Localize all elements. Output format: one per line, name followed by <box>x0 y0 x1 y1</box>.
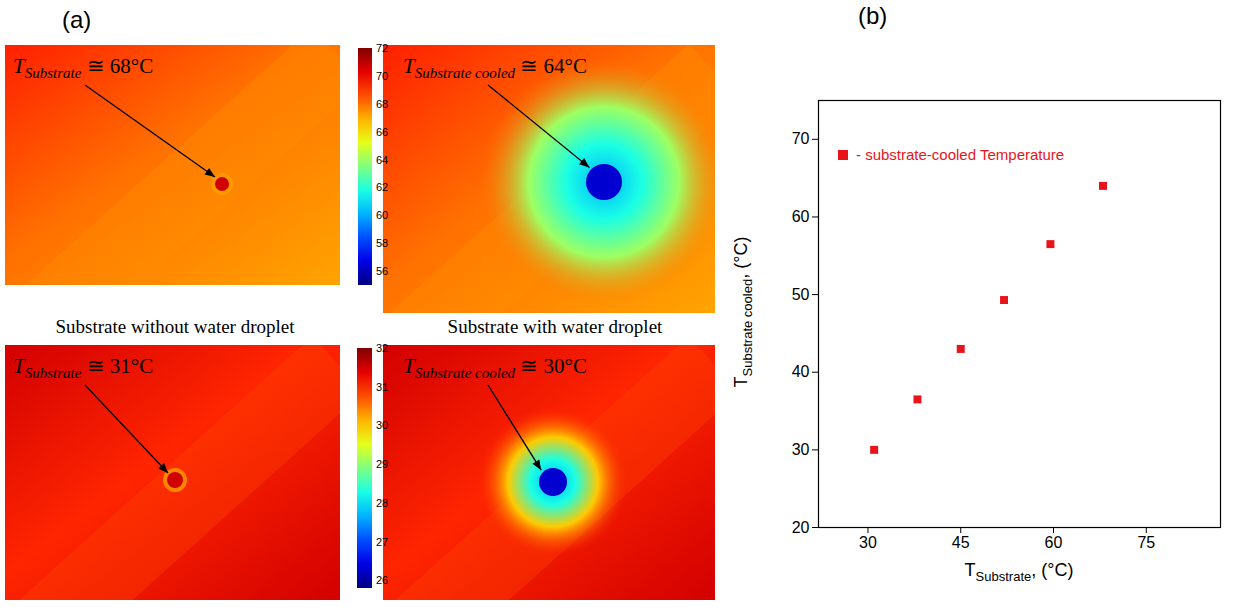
svg-text:20: 20 <box>792 519 810 536</box>
svg-text:40: 40 <box>792 363 810 380</box>
svg-text:(a): (a) <box>62 6 91 33</box>
svg-text:30: 30 <box>376 419 388 431</box>
svg-text:75: 75 <box>1137 534 1155 551</box>
svg-text:27: 27 <box>376 536 388 548</box>
svg-text:62: 62 <box>376 181 388 193</box>
svg-text:30: 30 <box>859 534 877 551</box>
svg-text:72: 72 <box>376 42 388 54</box>
svg-text:60: 60 <box>1045 534 1063 551</box>
svg-text:28: 28 <box>376 497 388 509</box>
svg-text:66: 66 <box>376 126 388 138</box>
svg-text:31: 31 <box>376 381 388 393</box>
svg-text:TSubstrate cooled ≅ 64°C: TSubstrate cooled ≅ 64°C <box>403 54 587 81</box>
html-text:- substrate-cooled Temperature: - substrate-cooled Temperature <box>856 146 1065 163</box>
html-text:Substrate cooled: Substrate cooled <box>739 278 755 377</box>
svg-text:29: 29 <box>376 458 388 470</box>
html-text:, (°C): , (°C) <box>731 236 751 279</box>
html-text:TSubstrate, (°C): TSubstrate, (°C) <box>964 560 1074 584</box>
svg-text:50: 50 <box>792 286 810 303</box>
svg-text:Substrate without water drople: Substrate without water droplet <box>55 316 295 337</box>
svg-text:32: 32 <box>376 342 388 354</box>
svg-text:TSubstrate cooled ≅ 30°C: TSubstrate cooled ≅ 30°C <box>403 354 587 381</box>
svg-text:70: 70 <box>376 70 388 82</box>
svg-text:45: 45 <box>952 534 970 551</box>
svg-text:60: 60 <box>792 208 810 225</box>
svg-text:56: 56 <box>376 265 388 277</box>
svg-text:68: 68 <box>376 98 388 110</box>
svg-text:60: 60 <box>376 209 388 221</box>
svg-text:64: 64 <box>376 154 388 166</box>
svg-text:TSubstrate ≅ 31°C: TSubstrate ≅ 31°C <box>13 354 153 381</box>
svg-text:58: 58 <box>376 237 388 249</box>
html-text:T: T <box>731 376 751 388</box>
svg-text:Substrate with water droplet: Substrate with water droplet <box>448 316 663 337</box>
svg-text:26: 26 <box>376 574 388 586</box>
svg-text:TSubstrate ≅ 68°C: TSubstrate ≅ 68°C <box>13 54 153 81</box>
html-text:(b): (b) <box>858 2 888 29</box>
svg-text:70: 70 <box>792 130 810 147</box>
svg-text:30: 30 <box>792 441 810 458</box>
